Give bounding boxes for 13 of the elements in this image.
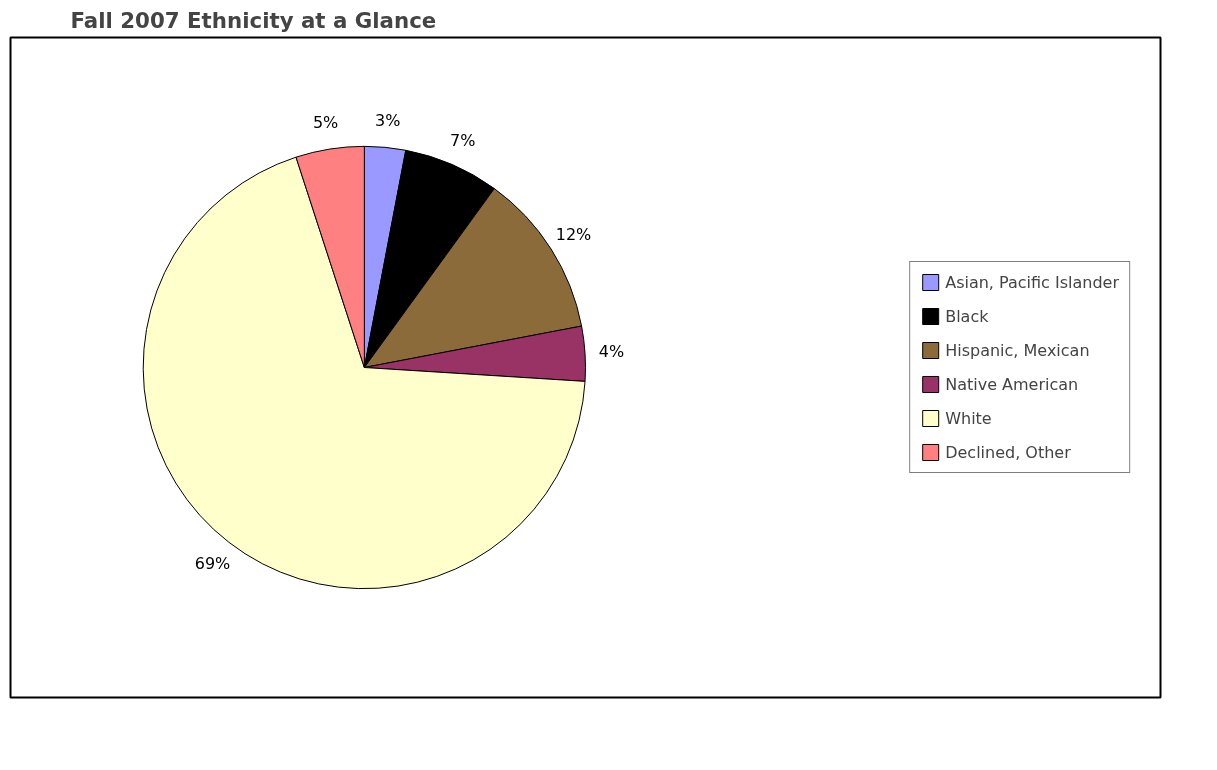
data-label: 5%	[312, 113, 339, 133]
legend-label: Hispanic, Mexican	[945, 340, 1090, 360]
legend-label: Declined, Other	[945, 442, 1071, 462]
data-label: 69%	[194, 553, 231, 573]
data-label: 12%	[555, 225, 592, 245]
data-label: 7%	[450, 130, 476, 150]
data-label: 4%	[598, 342, 625, 362]
data-label: 3%	[374, 111, 401, 131]
legend-label: Black	[945, 306, 989, 326]
chart-title: Fall 2007 Ethnicity at a Glance	[70, 7, 437, 33]
legend-label: Native American	[945, 374, 1079, 394]
legend-label: Asian, Pacific Islander	[945, 272, 1119, 292]
legend-label: White	[945, 408, 992, 428]
